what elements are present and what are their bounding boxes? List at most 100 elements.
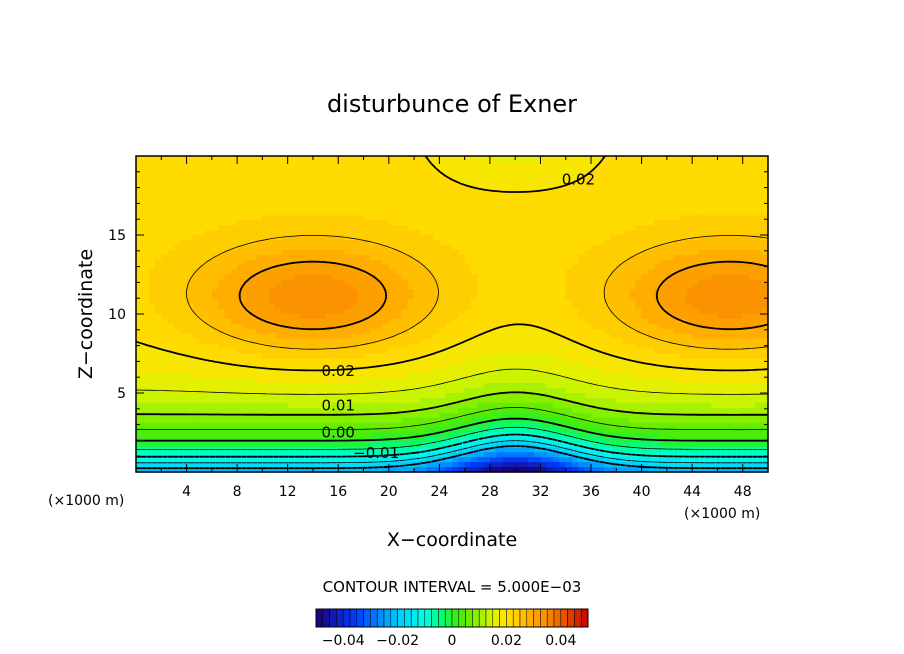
field-cell xyxy=(445,269,453,276)
field-cell xyxy=(527,412,535,419)
field-cell xyxy=(319,249,327,256)
field-cell xyxy=(180,239,188,246)
field-cell xyxy=(268,205,276,211)
field-cell xyxy=(489,230,497,236)
field-cell xyxy=(515,353,523,360)
field-cell xyxy=(186,368,194,374)
field-cell xyxy=(622,274,630,281)
field-cell xyxy=(521,279,529,285)
field-cell xyxy=(565,373,573,379)
field-cell xyxy=(603,383,611,389)
field-cell xyxy=(559,230,567,236)
field-cell xyxy=(331,175,339,182)
field-cell xyxy=(572,160,579,167)
field-cell xyxy=(439,289,447,295)
field-cell xyxy=(142,363,150,369)
field-cell xyxy=(464,328,472,335)
field-cell xyxy=(407,309,415,315)
field-cell xyxy=(294,442,301,448)
field-cell xyxy=(527,160,535,167)
field-cell xyxy=(489,215,497,221)
field-cell xyxy=(591,279,598,285)
field-cell xyxy=(161,299,169,305)
field-cell xyxy=(249,422,257,429)
field-cell xyxy=(275,254,282,261)
field-cell xyxy=(452,156,459,162)
field-cell xyxy=(565,210,573,216)
field-cell xyxy=(243,284,251,290)
field-cell xyxy=(591,210,598,216)
field-cell xyxy=(281,318,289,325)
field-cell xyxy=(230,333,238,340)
field-cell xyxy=(407,299,415,305)
field-cell xyxy=(489,422,497,429)
field-cell xyxy=(616,343,624,350)
field-cell xyxy=(426,230,434,236)
field-cell xyxy=(294,289,301,295)
field-cell xyxy=(452,289,459,295)
field-cell xyxy=(616,210,624,216)
field-cell xyxy=(470,244,478,251)
field-cell xyxy=(407,323,415,330)
field-cell xyxy=(616,239,624,246)
field-cell xyxy=(192,185,200,192)
field-cell xyxy=(142,338,150,345)
field-cell xyxy=(275,205,282,211)
field-cell xyxy=(591,190,598,197)
field-cell xyxy=(344,447,352,453)
field-cell xyxy=(458,165,466,172)
field-cell xyxy=(268,323,276,330)
field-cell xyxy=(452,417,459,424)
field-cell xyxy=(388,304,396,310)
field-cell xyxy=(565,462,573,468)
field-cell xyxy=(445,358,453,364)
field-cell xyxy=(275,407,282,414)
field-cell xyxy=(205,432,213,439)
field-cell xyxy=(205,393,213,399)
field-cell xyxy=(173,353,181,360)
field-cell xyxy=(420,239,428,246)
field-cell xyxy=(597,225,605,231)
field-cell xyxy=(502,289,510,295)
field-cell xyxy=(275,343,282,350)
field-cell xyxy=(578,442,586,448)
field-cell xyxy=(439,328,447,335)
field-cell xyxy=(439,353,447,360)
field-cell xyxy=(325,309,333,315)
field-cell xyxy=(344,175,352,182)
field-cell xyxy=(350,393,358,399)
field-cell xyxy=(344,397,352,404)
field-cell xyxy=(578,239,586,246)
field-cell xyxy=(477,309,485,315)
field-cell xyxy=(312,447,320,453)
field-cell xyxy=(464,462,472,468)
field-cell xyxy=(572,388,579,394)
field-cell xyxy=(540,239,548,246)
field-cell xyxy=(142,269,150,276)
field-cell xyxy=(262,160,270,167)
field-cell xyxy=(433,388,440,394)
field-cell xyxy=(281,328,289,335)
field-cell xyxy=(363,225,371,231)
field-cell xyxy=(382,244,390,251)
field-cell xyxy=(262,388,270,394)
field-cell xyxy=(458,318,466,325)
field-cell xyxy=(136,318,143,325)
field-cell xyxy=(452,338,459,345)
field-cell xyxy=(433,190,440,197)
field-cell xyxy=(281,294,289,300)
field-cell xyxy=(230,165,238,172)
field-cell xyxy=(237,185,245,192)
field-cell xyxy=(211,353,219,360)
field-cell xyxy=(142,383,150,389)
field-cell xyxy=(426,452,434,458)
field-cell xyxy=(546,210,554,216)
field-cell xyxy=(331,205,339,211)
field-cell xyxy=(281,452,289,458)
field-cell xyxy=(426,328,434,335)
field-cell xyxy=(407,215,415,221)
field-cell xyxy=(312,393,320,399)
field-cell xyxy=(439,190,447,197)
field-cell xyxy=(597,284,605,290)
field-cell xyxy=(439,447,447,453)
